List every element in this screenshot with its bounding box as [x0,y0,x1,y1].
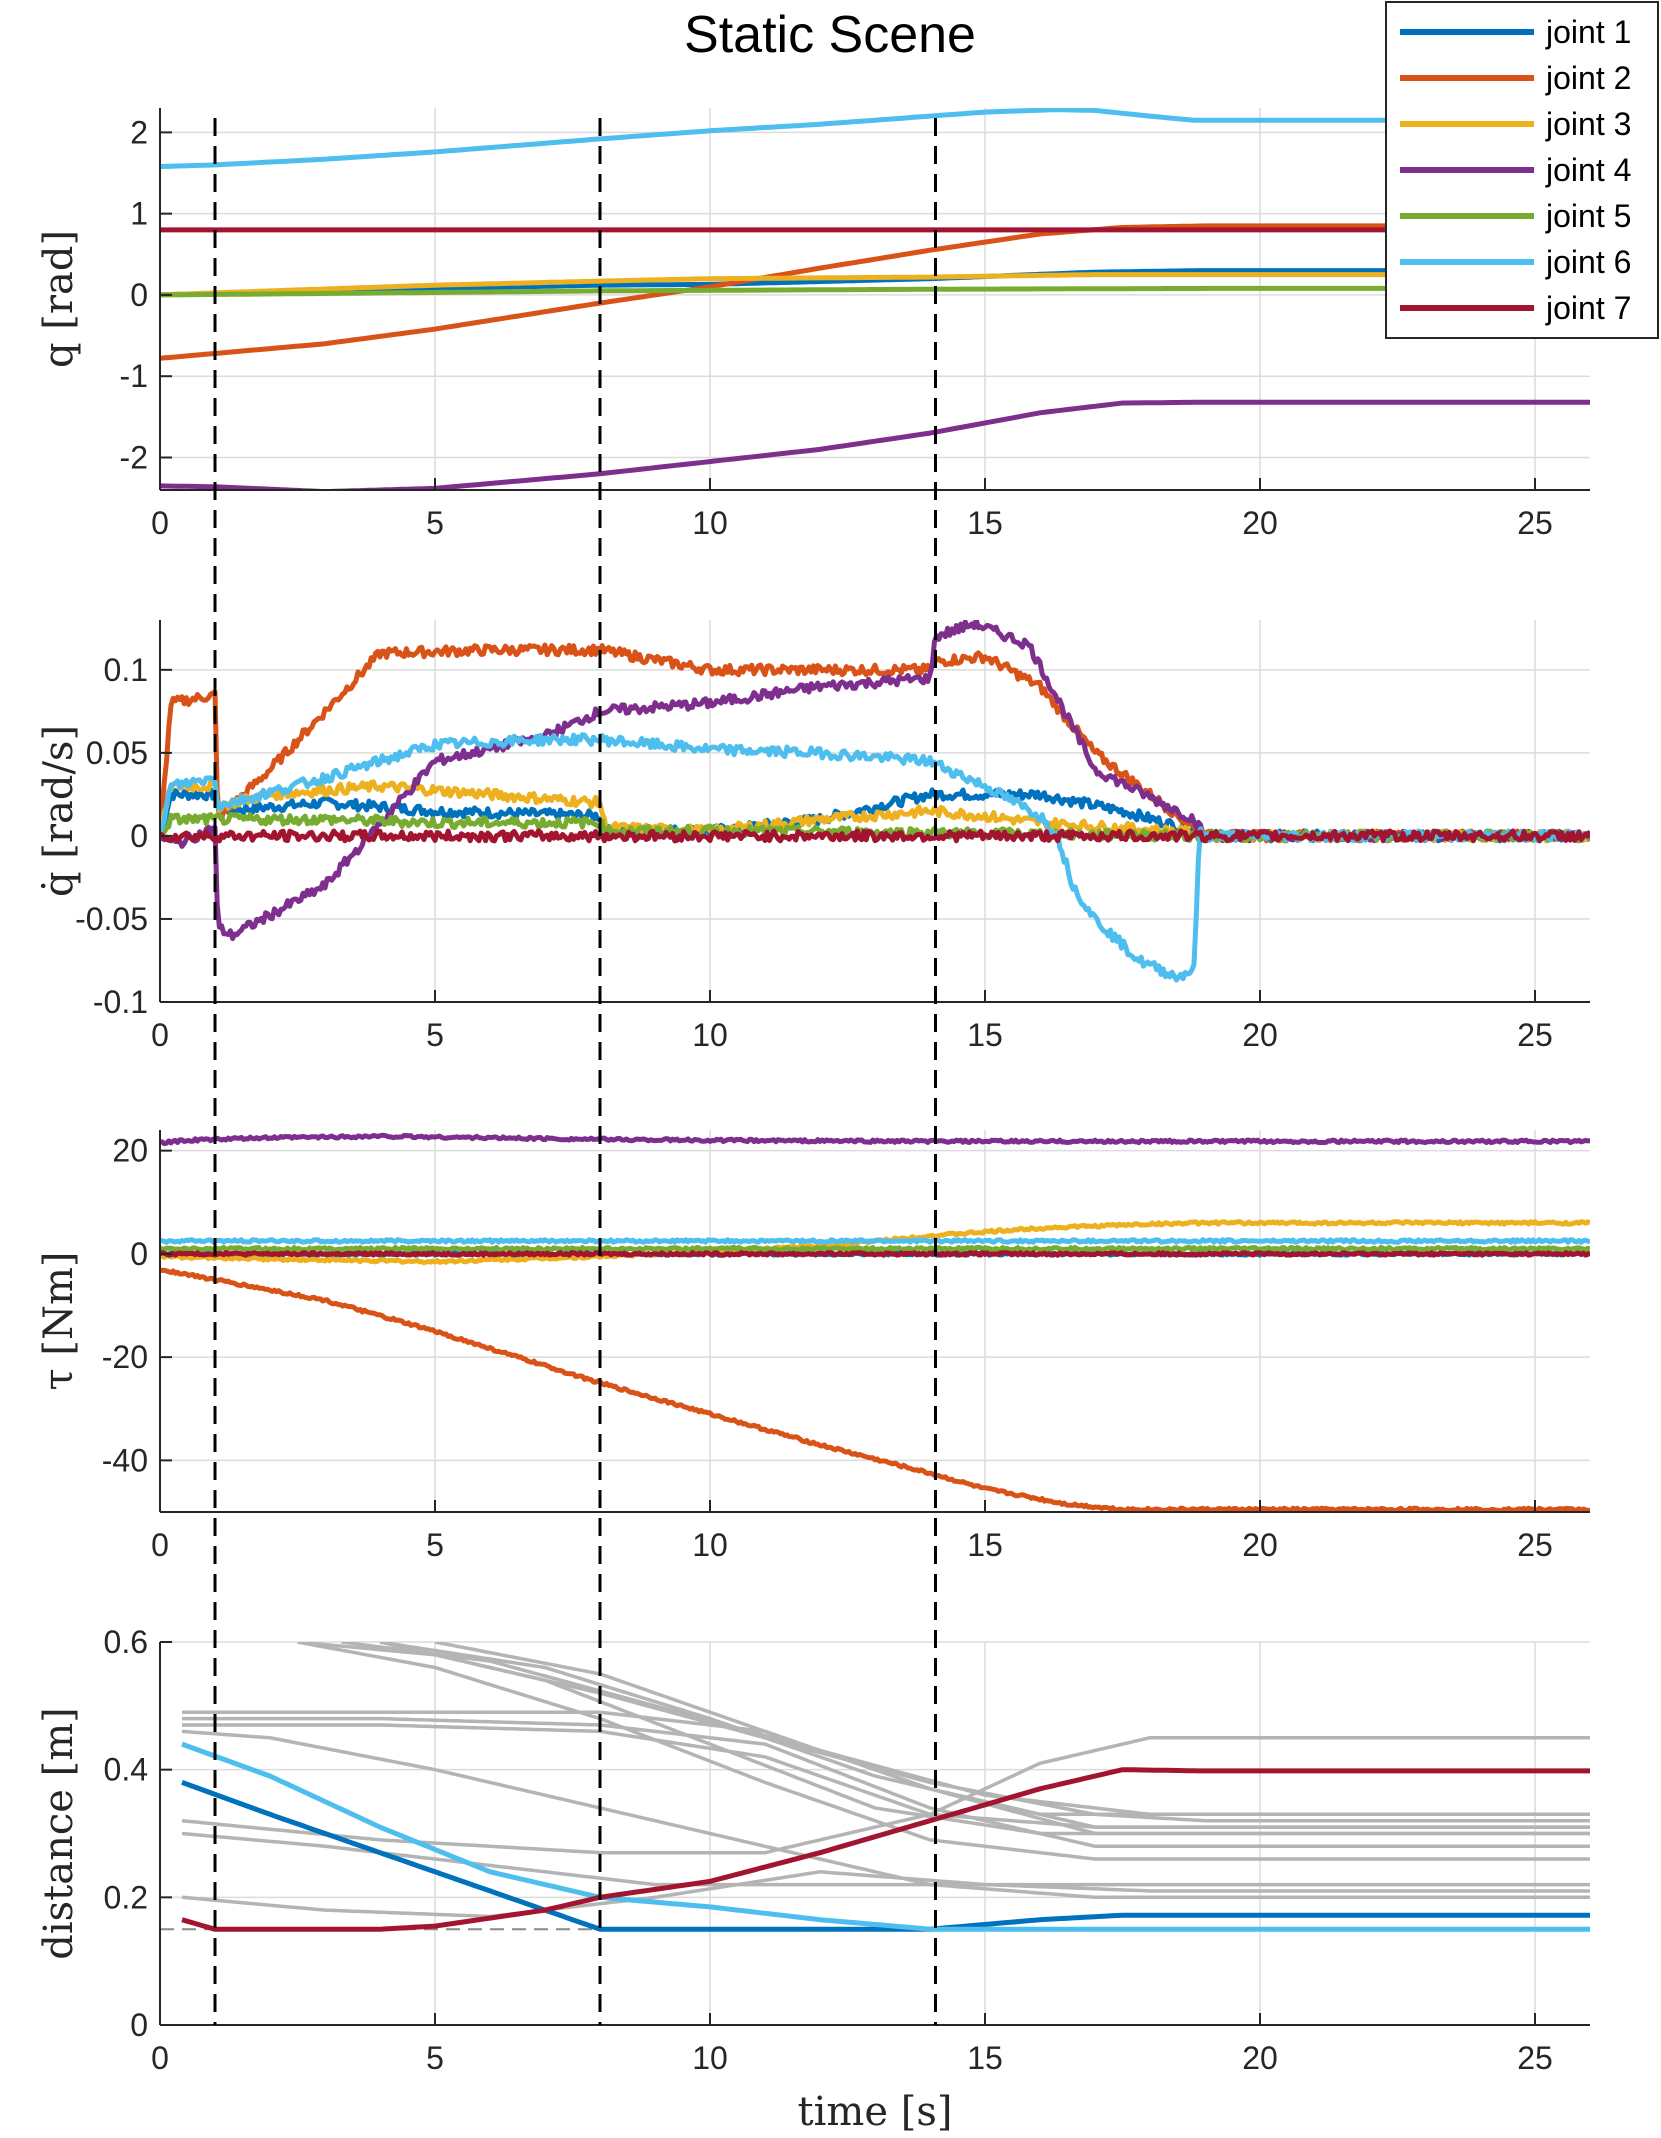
series-group [160,1642,1590,1932]
y-tick-label: 0.05 [86,735,148,771]
legend-label: joint 1 [1545,14,1631,50]
x-tick-label: 5 [426,505,444,541]
x-tick-label: 25 [1517,1017,1553,1053]
x-tick-label: 20 [1242,505,1278,541]
x-tick-label: 0 [151,505,169,541]
x-tick-label: 0 [151,1527,169,1563]
series-line-joint-7 [181,1767,1590,1932]
series-line-joint-4 [160,399,1590,490]
series-group [160,108,1590,490]
series-line-joint-7 [160,828,1590,844]
x-tick-label: 0 [151,2040,169,2076]
x-tick-label: 25 [1517,505,1553,541]
x-tick-label: 15 [967,2040,1003,2076]
x-tick-label: 20 [1242,1527,1278,1563]
series-line-joint-5 [160,285,1590,298]
y-tick-label: -0.1 [93,984,148,1020]
chart-title: Static Scene [684,6,976,64]
series-group [160,620,1590,983]
distance-line-other [181,1870,1590,1919]
y-tick-label: 0.2 [104,1879,148,1915]
series-line-joint-4 [160,1132,1590,1147]
x-tick-label: 5 [426,1527,444,1563]
y-tick-label: 0 [130,277,148,313]
x-tick-label: 25 [1517,1527,1553,1563]
y-tick-label: -2 [120,439,148,475]
x-axis-label: time [s] [798,2089,953,2135]
x-tick-label: 15 [967,1527,1003,1563]
distance-line-other [181,1729,1590,1900]
y-tick-label: -0.05 [75,901,148,937]
y-axis-label: distance [m] [36,1707,82,1960]
x-tick-label: 0 [151,1017,169,1053]
y-axis-label: q̇ [rad/s] [36,725,82,897]
subplots: 0 5 10 15 20 25 -2 -1 0 1 2 q [rad] 0 5 10 15 20 25 -0.1 -0… [36,108,1590,2135]
series-line-joint-6 [181,1741,1590,1932]
y-tick-label: 0 [130,818,148,854]
y-tick-label: 0 [130,2007,148,2043]
y-axis-label: q [rad] [36,230,82,368]
series-line-joint-2 [160,1267,1590,1512]
series-line-joint-1 [160,268,1590,298]
legend: joint 1 joint 2 joint 3 joint 4 joint 5 joint… [1385,1,1659,339]
legend-label: joint 6 [1545,244,1631,280]
series-line-joint-6 [160,108,1590,169]
distance-line-other [182,1723,1590,1829]
subplot-3: 0 5 10 15 20 25 -40 -20 0 20 τ [Nm] [36,1130,1590,1563]
legend-label: joint 2 [1545,60,1631,96]
series-line-joint-5 [160,1244,1590,1253]
x-tick-label: 5 [426,2040,444,2076]
subplot-4: 0 5 10 15 20 25 0 0.2 0.4 0.6 distance [m] time [s] [36,1624,1590,2135]
x-tick-label: 10 [692,1527,728,1563]
series-line-joint-7 [160,1250,1590,1258]
y-tick-label: 0 [130,1236,148,1272]
distance-line-other [182,1710,1590,1836]
series-line-joint-1 [181,1780,1590,1932]
y-tick-label: 0.4 [104,1752,148,1788]
y-tick-label: 0.6 [104,1624,148,1660]
y-tick-label: 20 [112,1133,148,1169]
y-axis-label: τ [Nm] [36,1252,82,1391]
y-tick-label: -20 [102,1339,148,1375]
y-tick-label: 1 [130,196,148,232]
x-tick-label: 20 [1242,2040,1278,2076]
distance-line-other [181,1831,1590,1887]
series-line-joint-2 [160,223,1590,361]
x-tick-label: 5 [426,1017,444,1053]
x-tick-label: 15 [967,505,1003,541]
series-line-joint-3 [160,272,1590,298]
distance-line-other [297,1642,1590,1861]
x-tick-label: 25 [1517,2040,1553,2076]
subplot-1: 0 5 10 15 20 25 -2 -1 0 1 2 q [rad] [36,108,1590,541]
y-tick-label: 0.1 [104,652,148,688]
x-tick-label: 10 [692,505,728,541]
series-group [160,1132,1590,1512]
x-tick-label: 15 [967,1017,1003,1053]
legend-label: joint 3 [1545,106,1631,142]
legend-label: joint 5 [1545,198,1631,234]
x-tick-label: 10 [692,2040,728,2076]
series-line-joint-6 [160,1237,1590,1245]
y-tick-label: -40 [102,1442,148,1478]
y-tick-label: -1 [120,358,148,394]
legend-label: joint 7 [1545,290,1631,326]
subplot-2: 0 5 10 15 20 25 -0.1 -0.05 0 0.05 0.1 q̇ [rad/s] [36,620,1590,1053]
event-markers [213,118,937,2025]
distance-line-other [182,1716,1590,1849]
x-tick-label: 20 [1242,1017,1278,1053]
y-tick-label: 2 [130,114,148,150]
legend-label: joint 4 [1545,152,1631,188]
x-tick-label: 10 [692,1017,728,1053]
series-line-joint-6 [160,732,1590,983]
